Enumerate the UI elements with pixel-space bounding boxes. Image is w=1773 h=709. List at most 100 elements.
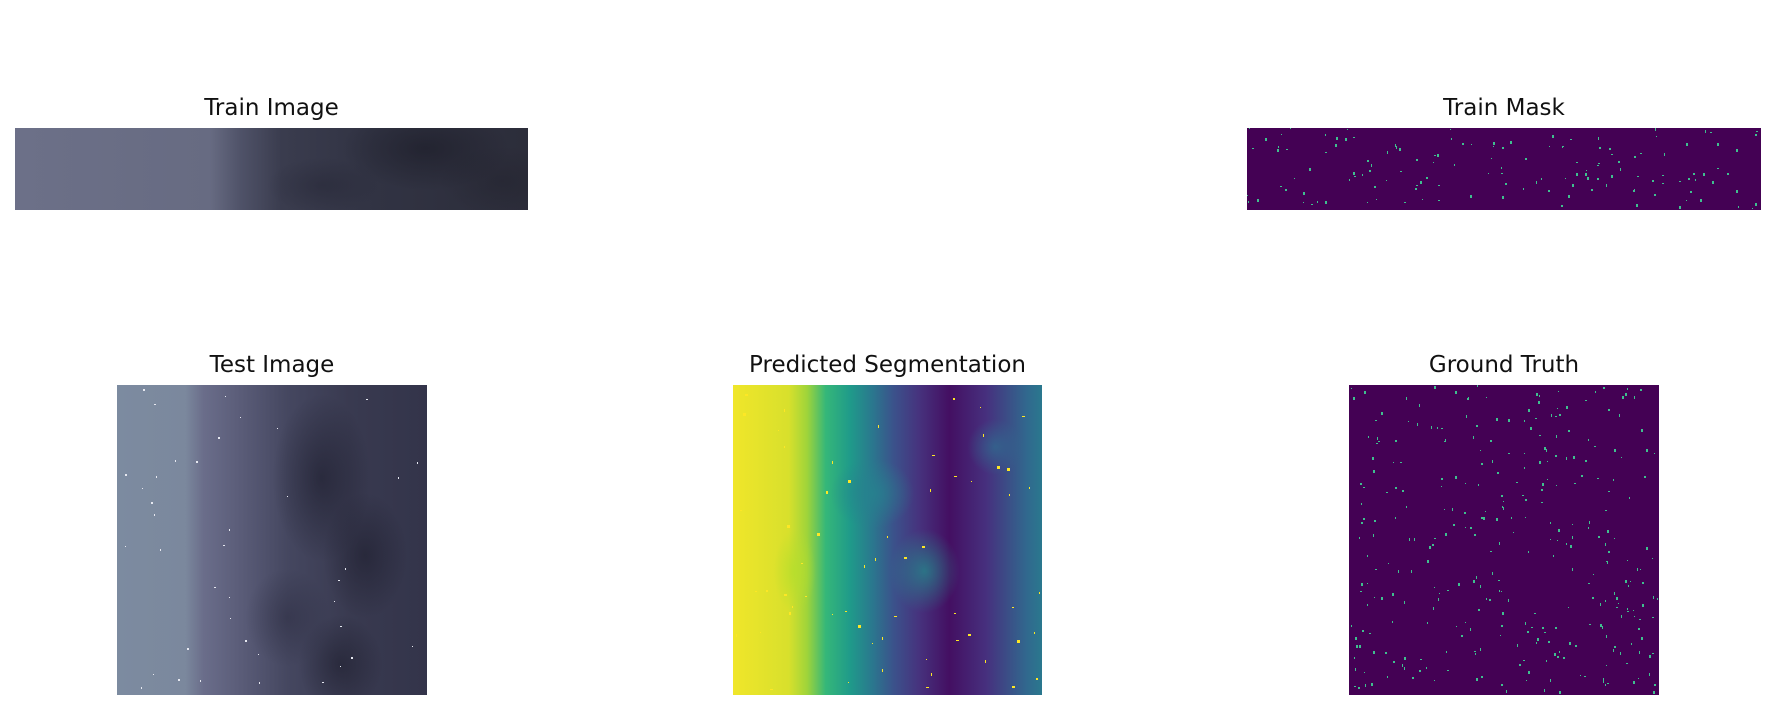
speck [1503,507,1504,510]
speck [1597,165,1599,166]
speck [1426,177,1428,179]
speck [1303,202,1304,203]
speck [1662,183,1664,184]
speck [1523,188,1524,190]
speck [1561,205,1563,207]
speck [1364,391,1366,394]
speck [858,625,861,628]
speck [1376,199,1377,200]
test-image-panel: Test Image [117,351,427,696]
speck [1642,582,1644,584]
speck [1477,385,1478,387]
train-image-panel: Train Image [15,94,528,212]
speck [1441,478,1443,480]
speck [1363,518,1365,520]
speck [1351,388,1352,389]
speck [1465,483,1466,484]
speck [1550,522,1551,524]
speck [1249,128,1250,129]
speck [258,654,259,655]
speck [240,417,241,418]
speck [1431,426,1432,429]
speck [778,430,779,431]
speck [1396,146,1397,149]
speck [1404,601,1405,604]
speck [760,632,761,633]
speck [1736,190,1738,193]
speck [1387,151,1388,154]
speck [817,533,820,536]
speck [1600,603,1601,606]
speck [1664,153,1665,156]
speck [1587,177,1589,180]
speck [1652,180,1654,182]
speck [784,409,785,412]
speck [1359,537,1360,539]
speck [1367,555,1368,557]
speck [832,461,833,464]
speck [1637,568,1638,571]
predicted-segmentation-image [733,385,1042,695]
speck [1541,178,1542,180]
speck [1007,468,1010,471]
speck [245,640,247,642]
speck [1626,663,1628,664]
speck [1572,184,1574,187]
speck [1325,152,1327,153]
speck [1502,147,1504,149]
speck [1630,581,1631,582]
speck [784,594,787,596]
speck [1311,204,1313,205]
speck [1317,201,1318,203]
speck [1438,598,1439,601]
speck [1599,147,1601,149]
speck [1539,435,1541,436]
speck [1606,561,1608,562]
speck [1427,622,1428,624]
speck [334,601,335,602]
speck [1605,600,1606,602]
speck [784,446,785,448]
speck [366,399,368,400]
speck [1605,543,1606,546]
speck [1627,611,1629,612]
speck [1526,680,1527,681]
speck [1686,143,1688,146]
speck [1445,533,1447,536]
speck [1568,430,1570,432]
speck [1634,189,1635,190]
speck [322,682,324,683]
speck [1558,529,1560,532]
speck [1594,446,1596,447]
speck [1568,607,1569,608]
speck [1541,502,1543,503]
speck [1638,628,1640,630]
speck [1576,162,1578,163]
speck [1465,622,1466,623]
speck [1656,136,1657,137]
speck [1371,683,1373,686]
train-image [15,128,528,210]
speck [1608,409,1610,411]
speck [1646,547,1648,550]
speck [1562,146,1563,148]
speck [1606,184,1607,187]
speck [1620,652,1621,655]
speck [1381,412,1383,415]
speck [1499,590,1500,592]
speck [1373,651,1375,654]
speck [792,606,793,608]
speck [1476,425,1478,427]
speck [1598,137,1599,140]
speck [154,514,155,516]
speck [1531,627,1533,628]
speck [953,398,955,400]
speck [287,496,288,497]
speck [1017,640,1020,643]
speck [1406,506,1407,508]
speck [1452,508,1453,511]
speck [1597,478,1599,479]
speck [1438,200,1440,201]
speck [156,476,157,478]
speck [1454,164,1455,166]
